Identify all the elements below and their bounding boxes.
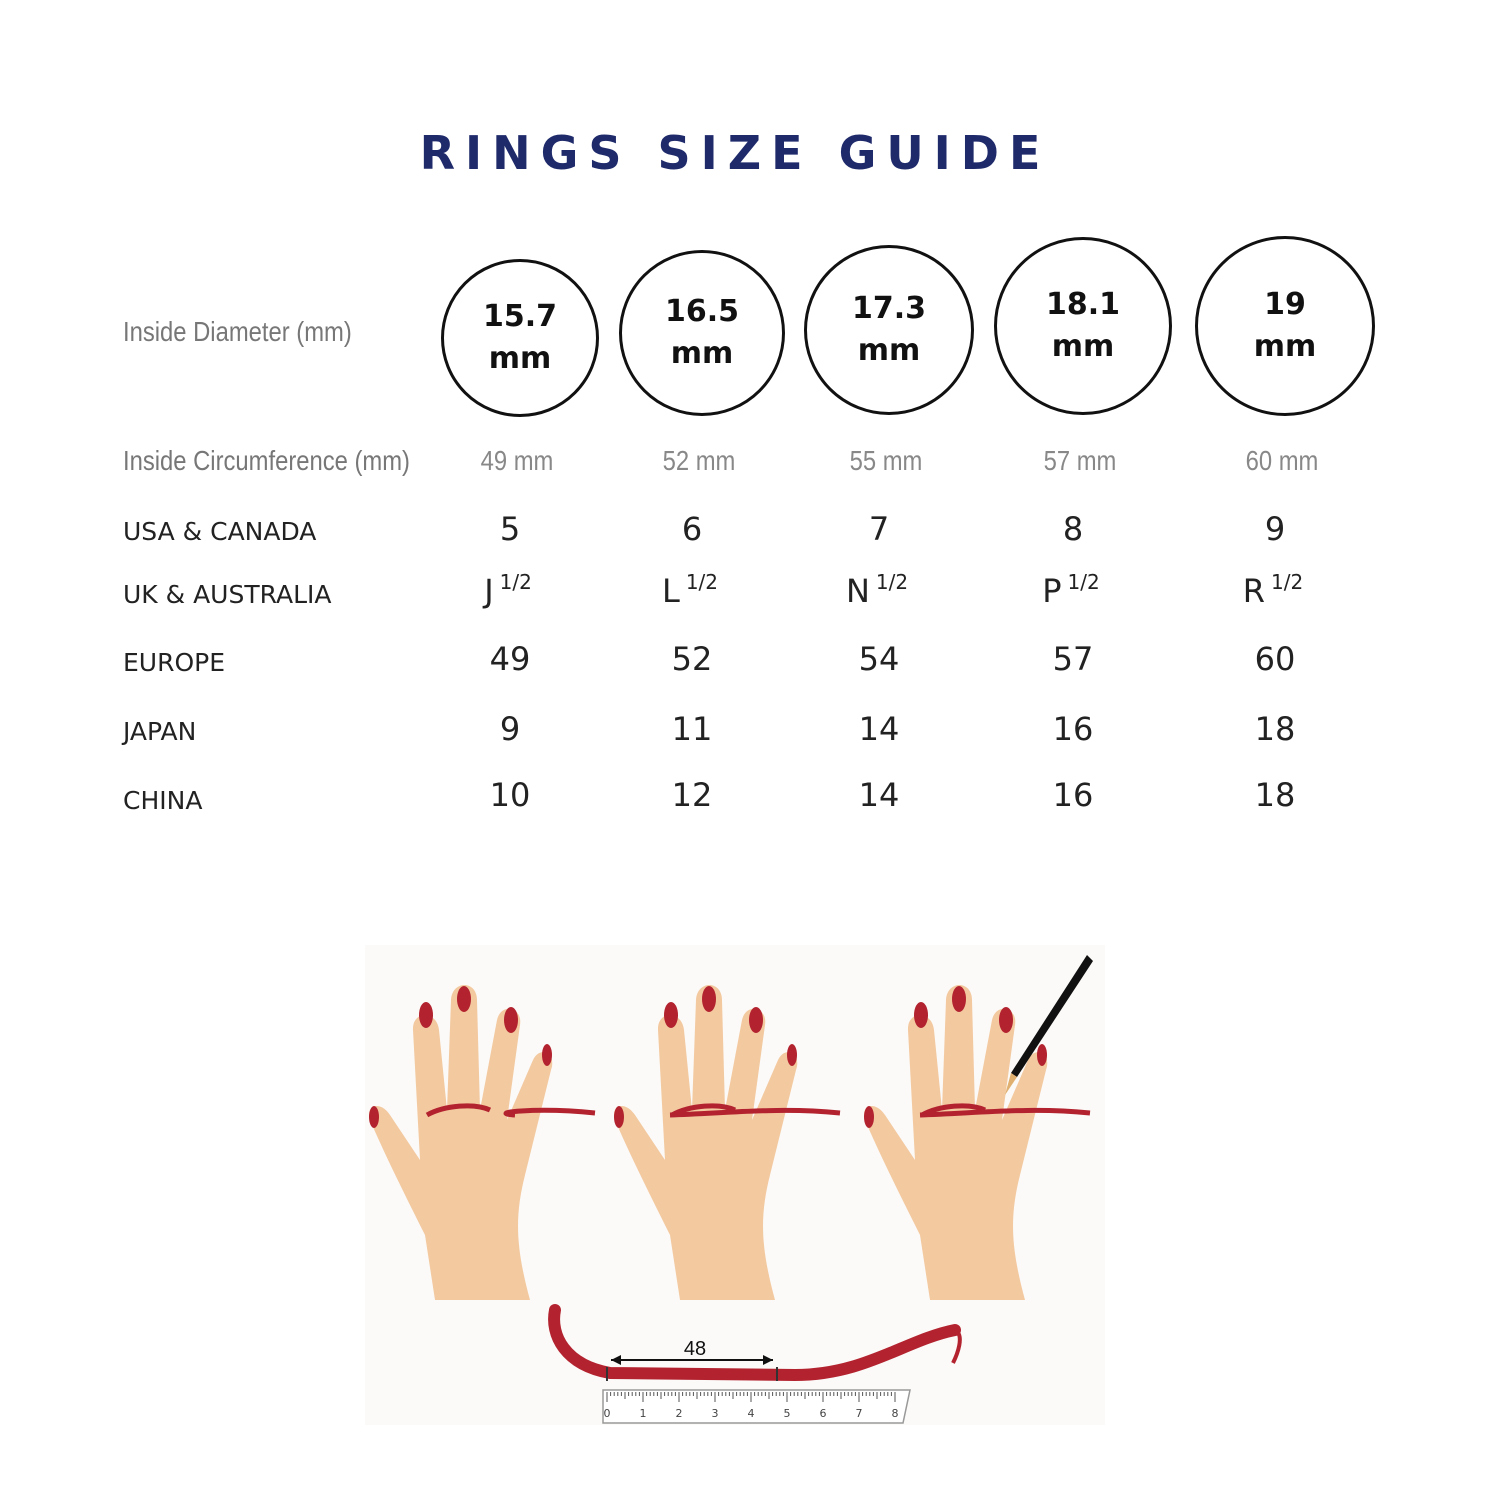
- usa-size: 7: [868, 510, 890, 548]
- diameter-unit: mm: [1253, 329, 1317, 364]
- uk-letter: L: [661, 572, 680, 610]
- uk-fraction: 1/2: [1067, 570, 1100, 594]
- hand-illustration: [864, 985, 1091, 1300]
- japan-size: 11: [671, 710, 713, 748]
- label-usa-canada: USA & CANADA: [123, 517, 317, 546]
- usa-size: 8: [1062, 510, 1084, 548]
- measuring-string: [548, 1304, 961, 1382]
- uk-letter: R: [1242, 572, 1266, 610]
- china-size: 10: [489, 776, 531, 814]
- label-inside-diameter: Inside Diameter (mm): [123, 316, 352, 347]
- label-europe: EUROPE: [123, 648, 226, 677]
- measure-label: 48: [684, 1338, 706, 1360]
- circumference-value: 52 mm: [662, 445, 736, 476]
- label-inside-circumference: Inside Circumference (mm): [123, 445, 410, 476]
- ring-size-circle: 16.5 mm: [619, 250, 785, 416]
- ring-size-circle: 15.7 mm: [441, 259, 599, 417]
- page-title: RINGS SIZE GUIDE: [419, 126, 1051, 180]
- circumference-value: 57 mm: [1043, 445, 1117, 476]
- circumference-value: 55 mm: [849, 445, 923, 476]
- diameter-value: 18.1: [1045, 287, 1121, 322]
- europe-size: 54: [858, 640, 900, 678]
- hand-illustration: [614, 985, 841, 1300]
- ruler-label: 3: [712, 1407, 719, 1420]
- uk-size: J 1/2: [408, 570, 608, 610]
- diameter-value: 17.3: [851, 291, 927, 326]
- diameter-unit: mm: [1051, 329, 1115, 364]
- measuring-illustration: 48 0 1 2 3 4 5 6 7 8: [365, 945, 1105, 1425]
- diameter-value: 15.7: [482, 299, 558, 334]
- japan-size: 16: [1052, 710, 1094, 748]
- pencil-icon: [1005, 955, 1093, 1095]
- usa-size: 5: [499, 510, 521, 548]
- japan-size: 14: [858, 710, 900, 748]
- label-china: CHINA: [123, 786, 203, 815]
- uk-fraction: 1/2: [499, 570, 532, 594]
- circumference-value: 49 mm: [480, 445, 554, 476]
- label-uk-australia: UK & AUSTRALIA: [123, 580, 332, 609]
- ruler-label: 0: [604, 1407, 611, 1420]
- uk-fraction: 1/2: [685, 570, 718, 594]
- europe-size: 52: [671, 640, 713, 678]
- diameter-value: 16.5: [664, 294, 740, 329]
- usa-size: 6: [681, 510, 703, 548]
- ruler-label: 8: [892, 1407, 899, 1420]
- ring-size-circle: 18.1 mm: [994, 237, 1172, 415]
- japan-size: 9: [499, 710, 521, 748]
- measure-arrow: [611, 1355, 773, 1365]
- ruler-label: 6: [820, 1407, 827, 1420]
- ruler-label: 7: [856, 1407, 863, 1420]
- europe-size: 49: [489, 640, 531, 678]
- uk-letter: J: [484, 572, 494, 610]
- uk-letter: N: [845, 572, 870, 610]
- ruler-label: 5: [784, 1407, 791, 1420]
- europe-size: 60: [1254, 640, 1296, 678]
- diameter-unit: mm: [857, 333, 921, 368]
- uk-letter: P: [1042, 572, 1062, 610]
- uk-size: N 1/2: [777, 570, 977, 610]
- circumference-value: 60 mm: [1245, 445, 1319, 476]
- label-japan: JAPAN: [123, 717, 197, 746]
- ruler-label: 2: [676, 1407, 683, 1420]
- hand-illustration: [369, 985, 596, 1300]
- china-size: 14: [858, 776, 900, 814]
- uk-size: R 1/2: [1173, 570, 1373, 610]
- ruler-label: 1: [640, 1407, 647, 1420]
- uk-size: P 1/2: [971, 570, 1171, 610]
- uk-size: L 1/2: [590, 570, 790, 610]
- china-size: 18: [1254, 776, 1296, 814]
- japan-size: 18: [1254, 710, 1296, 748]
- ruler: 0 1 2 3 4 5 6 7 8: [602, 1389, 911, 1424]
- china-size: 12: [671, 776, 713, 814]
- diameter-unit: mm: [670, 336, 734, 371]
- diameter-value: 19: [1264, 287, 1306, 322]
- ruler-label: 4: [748, 1407, 755, 1420]
- usa-size: 9: [1264, 510, 1286, 548]
- ring-size-circle: 19 mm: [1195, 236, 1375, 416]
- uk-fraction: 1/2: [875, 570, 909, 594]
- ring-size-circle: 17.3 mm: [804, 245, 974, 415]
- europe-size: 57: [1052, 640, 1094, 678]
- china-size: 16: [1052, 776, 1094, 814]
- diameter-unit: mm: [488, 341, 552, 376]
- uk-fraction: 1/2: [1271, 570, 1304, 594]
